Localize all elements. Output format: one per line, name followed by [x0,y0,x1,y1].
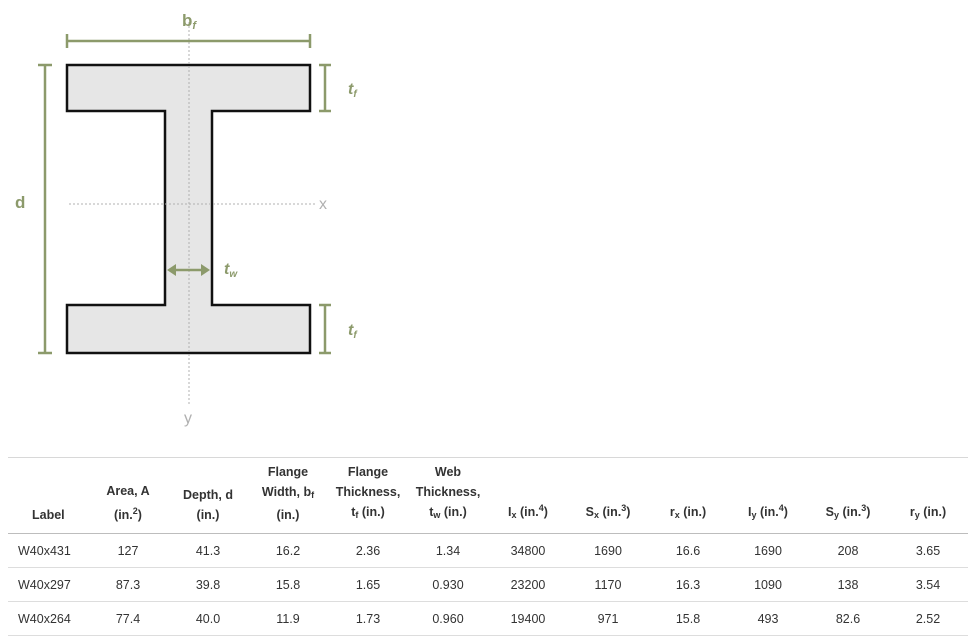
cell-sy: 82.6 [808,601,888,636]
header-sy: Sy (in.3) [808,457,888,534]
section-properties-table: Label Area, A (in.2) Depth, d (in.) Flan… [8,457,968,636]
cell-depth: 39.8 [168,567,248,602]
cell-rx: 15.8 [648,601,728,636]
cell-sy: 138 [808,567,888,602]
section-properties-table-container: Label Area, A (in.2) Depth, d (in.) Flan… [8,457,968,636]
header-ry: ry (in.) [888,457,968,534]
cell-iy: 1090 [728,567,808,602]
cell-ix: 34800 [488,533,568,568]
cell-web-thickness: 0.960 [408,601,488,636]
header-depth: Depth, d (in.) [168,457,248,534]
cell-ix: 19400 [488,601,568,636]
cell-area: 127 [88,533,168,568]
y-axis-label: y [184,410,192,427]
tf-top-dimension [319,63,331,113]
tf-bottom-dimension [319,303,331,355]
header-flange-thickness: Flange Thickness, tf (in.) [328,457,408,534]
cell-sx: 971 [568,601,648,636]
cell-ry: 2.52 [888,601,968,636]
cell-rx: 16.3 [648,567,728,602]
cell-label: W40x264 [8,601,88,636]
d-dimension [38,63,52,355]
header-area: Area, A (in.2) [88,457,168,534]
cell-sy: 208 [808,533,888,568]
header-web-thickness: Web Thickness, tw (in.) [408,457,488,534]
tw-label: tw [224,261,238,280]
tf-bottom-label: tf [348,322,358,341]
table-header-row: Label Area, A (in.2) Depth, d (in.) Flan… [8,457,968,534]
cell-flange-width: 16.2 [248,533,328,568]
cell-web-thickness: 0.930 [408,567,488,602]
i-beam-diagram: bf d tf tf tw x y [15,11,358,427]
header-rx: rx (in.) [648,457,728,534]
header-label: Label [8,457,88,534]
header-ix: Ix (in.4) [488,457,568,534]
cell-rx: 16.6 [648,533,728,568]
d-label: d [15,193,25,212]
header-iy: Iy (in.4) [728,457,808,534]
tw-dimension [167,264,210,276]
table-row: W40x297 87.3 39.8 15.8 1.65 0.930 23200 … [8,567,968,602]
cell-flange-width: 15.8 [248,567,328,602]
cell-sx: 1690 [568,533,648,568]
cell-sx: 1170 [568,567,648,602]
cell-ry: 3.54 [888,567,968,602]
bf-dimension [65,34,312,48]
cell-label: W40x431 [8,533,88,568]
cell-depth: 41.3 [168,533,248,568]
bf-label: bf [182,11,197,32]
cell-iy: 493 [728,601,808,636]
cell-flange-thickness: 1.65 [328,567,408,602]
table-row: W40x264 77.4 40.0 11.9 1.73 0.960 19400 … [8,601,968,636]
cell-flange-width: 11.9 [248,601,328,636]
x-axis-label: x [319,196,327,213]
table-row: W40x431 127 41.3 16.2 2.36 1.34 34800 16… [8,533,968,568]
cell-ry: 3.65 [888,533,968,568]
cell-iy: 1690 [728,533,808,568]
cell-area: 87.3 [88,567,168,602]
cell-flange-thickness: 2.36 [328,533,408,568]
cell-depth: 40.0 [168,601,248,636]
i-beam-section [65,63,312,355]
cell-area: 77.4 [88,601,168,636]
cell-ix: 23200 [488,567,568,602]
cell-flange-thickness: 1.73 [328,601,408,636]
tf-top-label: tf [348,81,358,100]
cell-label: W40x297 [8,567,88,602]
cell-web-thickness: 1.34 [408,533,488,568]
header-flange-width: Flange Width, bf (in.) [248,457,328,534]
header-sx: Sx (in.3) [568,457,648,534]
